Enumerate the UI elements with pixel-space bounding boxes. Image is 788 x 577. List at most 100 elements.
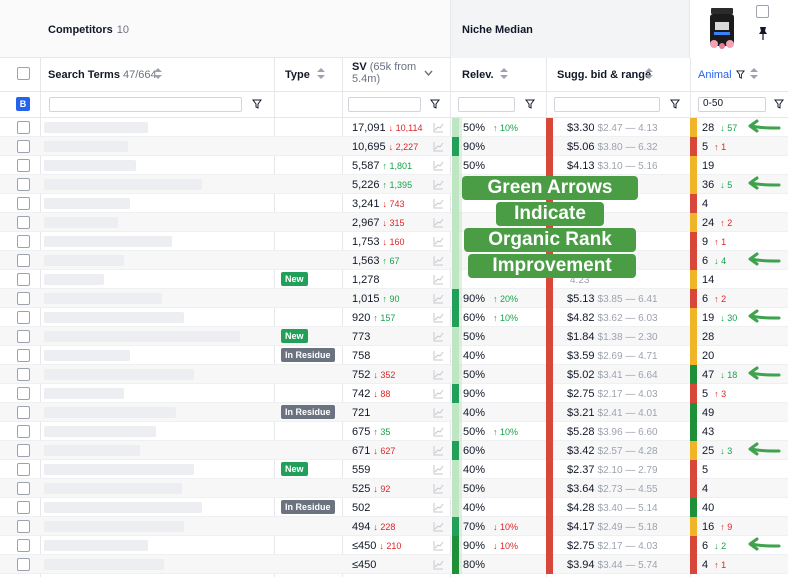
relevance-filter-input[interactable] (458, 97, 515, 112)
competitors-label[interactable]: Competitors 10 (48, 24, 129, 36)
row-checkbox[interactable] (17, 482, 30, 495)
pin-icon[interactable] (757, 26, 769, 40)
column-header-search-terms[interactable]: Search Terms 47/664 (40, 58, 274, 92)
row-checkbox[interactable] (17, 501, 30, 514)
trend-chart-icon[interactable] (433, 483, 444, 494)
row-checkbox[interactable] (17, 121, 30, 134)
row-checkbox[interactable] (17, 349, 30, 362)
row-checkbox[interactable] (17, 425, 30, 438)
table-row[interactable]: 675 ↑ 35 50% ↑ 10% $5.28 $3.96 — 6.60 43 (0, 422, 788, 441)
trend-chart-icon[interactable] (433, 293, 444, 304)
column-header-animal[interactable]: Animal (690, 58, 788, 92)
sort-icon[interactable] (645, 68, 653, 80)
table-row[interactable]: 1,015 ↑ 90 90% ↑ 20% $5.13 $3.85 — 6.41 6 ↑ 2 (0, 289, 788, 308)
trend-chart-icon[interactable] (433, 122, 444, 133)
table-row[interactable]: ≤450 80% $3.94 $3.44 — 5.74 4 ↑ 1 (0, 555, 788, 574)
table-row[interactable]: 1,563 ↑ 67 6 ↓ 4 (0, 251, 788, 270)
search-term-placeholder[interactable] (44, 502, 202, 513)
trend-chart-icon[interactable] (433, 217, 444, 228)
table-row[interactable]: 920 ↑ 157 60% ↑ 10% $4.82 $3.62 — 6.03 19 ↓ 30 (0, 308, 788, 327)
search-term-placeholder[interactable] (44, 445, 140, 456)
row-checkbox[interactable] (17, 254, 30, 267)
table-row[interactable]: 2,967↓ 3154.2424↑ 2 (0, 213, 788, 232)
search-term-placeholder[interactable] (44, 369, 194, 380)
row-checkbox[interactable] (17, 159, 30, 172)
trend-chart-icon[interactable] (433, 331, 444, 342)
bid-filter-input[interactable] (554, 97, 660, 112)
row-checkbox[interactable] (17, 406, 30, 419)
search-term-placeholder[interactable] (44, 122, 148, 133)
search-term-placeholder[interactable] (44, 293, 162, 304)
row-checkbox[interactable] (17, 140, 30, 153)
table-row[interactable]: 5,226↑ 1,3957.4436↓ 5 (0, 175, 788, 194)
search-term-placeholder[interactable] (44, 141, 128, 152)
trend-chart-icon[interactable] (433, 502, 444, 513)
table-row[interactable]: New 773 50% $1.84 $1.38 — 2.30 28 (0, 327, 788, 346)
search-term-placeholder[interactable] (44, 312, 184, 323)
trend-chart-icon[interactable] (433, 559, 444, 570)
trend-chart-icon[interactable] (433, 160, 444, 171)
table-row[interactable]: In Residue 721 40% $3.21 $2.41 — 4.01 49 (0, 403, 788, 422)
table-row[interactable]: 17,091 ↓ 10,114 50% ↑ 10% $3.30 $2.47 — 4.13 2… (0, 118, 788, 137)
trend-chart-icon[interactable] (433, 236, 444, 247)
row-checkbox[interactable] (17, 558, 30, 571)
search-term-placeholder[interactable] (44, 388, 124, 399)
trend-chart-icon[interactable] (433, 198, 444, 209)
search-term-placeholder[interactable] (44, 464, 194, 475)
search-term-placeholder[interactable] (44, 236, 172, 247)
row-checkbox[interactable] (17, 216, 30, 229)
search-term-placeholder[interactable] (44, 160, 136, 171)
row-checkbox[interactable] (17, 235, 30, 248)
product-thumbnail[interactable] (707, 6, 737, 50)
trend-chart-icon[interactable] (433, 255, 444, 266)
trend-chart-icon[interactable] (433, 426, 444, 437)
table-row[interactable]: 1,753↓ 160.119↑ 1 (0, 232, 788, 251)
table-row[interactable]: 5,587 ↑ 1,801 50% $4.13 $3.10 — 5.16 19 (0, 156, 788, 175)
search-term-placeholder[interactable] (44, 407, 176, 418)
table-row[interactable]: 742 ↓ 88 90% $2.75 $2.17 — 4.03 5 ↑ 3 (0, 384, 788, 403)
trend-chart-icon[interactable] (433, 274, 444, 285)
table-row[interactable]: In Residue 758 40% $3.59 $2.69 — 4.71 20 (0, 346, 788, 365)
row-checkbox[interactable] (17, 520, 30, 533)
table-row[interactable]: ≤450 ↓ 210 90% ↓ 10% $2.75 $2.17 — 4.03 6 ↓ 2 (0, 536, 788, 555)
sv-filter-input[interactable] (348, 97, 421, 112)
table-row[interactable]: 671 ↓ 627 60% $3.42 $2.57 — 4.28 25 ↓ 3 (0, 441, 788, 460)
search-term-placeholder[interactable] (44, 179, 202, 190)
trend-chart-icon[interactable] (433, 464, 444, 475)
search-term-placeholder[interactable] (44, 559, 164, 570)
trend-chart-icon[interactable] (433, 388, 444, 399)
trend-chart-icon[interactable] (433, 540, 444, 551)
search-term-placeholder[interactable] (44, 521, 184, 532)
row-checkbox[interactable] (17, 273, 30, 286)
search-term-placeholder[interactable] (44, 331, 240, 342)
row-checkbox[interactable] (17, 539, 30, 552)
search-term-placeholder[interactable] (44, 540, 148, 551)
search-term-placeholder[interactable] (44, 350, 130, 361)
row-checkbox[interactable] (17, 368, 30, 381)
row-checkbox[interactable] (17, 178, 30, 191)
filter-icon[interactable] (736, 70, 745, 79)
funnel-icon[interactable] (525, 99, 535, 109)
trend-chart-icon[interactable] (433, 179, 444, 190)
trend-chart-icon[interactable] (433, 312, 444, 323)
row-checkbox[interactable] (17, 463, 30, 476)
column-header-relevance[interactable]: Relev. (450, 58, 546, 92)
b-badge[interactable]: B (16, 97, 30, 111)
search-term-placeholder[interactable] (44, 255, 124, 266)
search-term-placeholder[interactable] (44, 483, 182, 494)
funnel-icon[interactable] (430, 99, 440, 109)
trend-chart-icon[interactable] (433, 350, 444, 361)
select-all-checkbox[interactable] (17, 67, 30, 80)
trend-chart-icon[interactable] (433, 521, 444, 532)
table-row[interactable]: 525 ↓ 92 50% $3.64 $2.73 — 4.55 4 (0, 479, 788, 498)
row-checkbox[interactable] (17, 330, 30, 343)
table-row[interactable]: 752 ↓ 352 50% $5.02 $3.41 — 6.64 47 ↓ 18 (0, 365, 788, 384)
row-checkbox[interactable] (17, 387, 30, 400)
table-row[interactable]: In Residue 502 40% $4.28 $3.40 — 5.14 40 (0, 498, 788, 517)
trend-chart-icon[interactable] (433, 445, 444, 456)
search-term-placeholder[interactable] (44, 217, 118, 228)
sort-icon[interactable] (500, 68, 508, 80)
table-row[interactable]: 3,241 ↓ 743 4 (0, 194, 788, 213)
search-term-placeholder[interactable] (44, 426, 156, 437)
row-checkbox[interactable] (17, 311, 30, 324)
